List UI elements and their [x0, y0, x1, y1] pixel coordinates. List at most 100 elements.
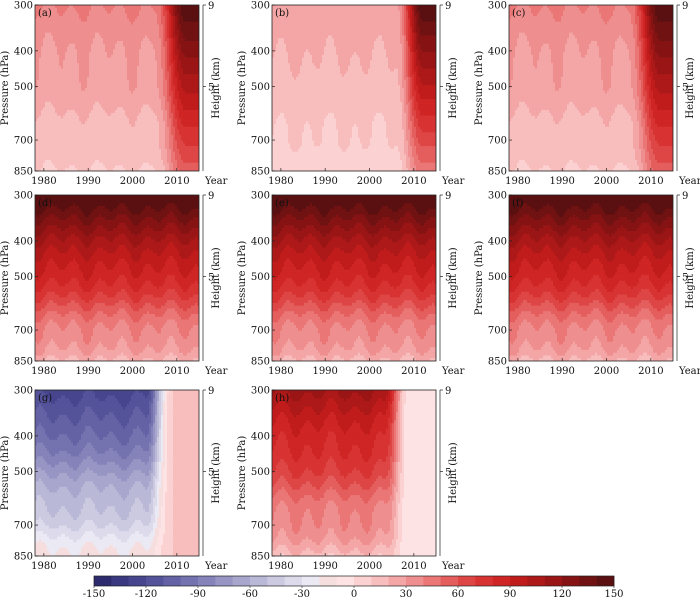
colorbar-tick-label: 0 [351, 589, 357, 600]
colorbar-segment [336, 576, 355, 586]
x-tick-label: 2010 [164, 561, 189, 572]
x-tick-label: 2000 [594, 176, 619, 187]
colorbar-segment [319, 576, 337, 586]
colorbar-tick-label: -30 [294, 589, 310, 600]
height-axis-label: Height (km) [211, 247, 222, 308]
colorbar-segment [111, 576, 129, 586]
colorbar-segment [423, 576, 441, 586]
contour-field [509, 5, 673, 171]
colorbar-segment [146, 576, 164, 586]
height-tick-label: 5 [445, 82, 451, 93]
pressure-tick-label: 850 [251, 167, 270, 178]
pressure-tick-label: 700 [14, 136, 33, 147]
pressure-tick-label: 300 [488, 1, 507, 12]
pressure-tick-label: 850 [14, 167, 33, 178]
panel-label: (a) [38, 8, 52, 19]
x-tick-label: 1980 [31, 366, 56, 377]
x-tick-label: 1990 [312, 366, 337, 377]
x-axis-label: Year [678, 366, 700, 377]
colorbar-segment [371, 576, 389, 586]
x-tick-label: 2010 [401, 561, 426, 572]
panel-a: (a) 1980 1990 2000 2010 Year 300 400 500 700 850 Pr… [0, 1, 228, 188]
pressure-tick-label: 300 [251, 386, 270, 397]
pressure-tick-label: 850 [14, 357, 33, 368]
pressure-axis-label: Pressure (hPa) [0, 51, 11, 126]
pressure-tick-label: 300 [251, 1, 270, 12]
colorbar-segment [250, 576, 268, 586]
colorbar-segment [492, 576, 511, 586]
colorbar-segment [579, 576, 597, 586]
x-tick-label: 2010 [164, 366, 189, 377]
colorbar-segment [215, 576, 233, 586]
colorbar-tick-label: -90 [190, 589, 206, 600]
colorbar-segment [180, 576, 199, 586]
pressure-tick-label: 400 [251, 431, 270, 442]
x-tick-label: 2000 [357, 176, 382, 187]
x-tick-label: 2010 [401, 176, 426, 187]
panel-frame [271, 194, 437, 362]
colorbar-segment [232, 576, 251, 586]
x-tick-label: 2010 [638, 366, 663, 377]
pressure-tick-label: 300 [14, 191, 33, 202]
x-tick-label: 2000 [594, 366, 619, 377]
x-tick-label: 1980 [268, 366, 293, 377]
panel-frame [271, 4, 437, 172]
x-tick-label: 1990 [549, 366, 574, 377]
pressure-axis-label: Pressure (hPa) [237, 51, 248, 126]
panel-label: (h) [275, 393, 289, 404]
pressure-tick-label: 400 [488, 46, 507, 57]
x-axis-label: Year [441, 366, 465, 377]
pressure-tick-label: 400 [488, 236, 507, 247]
height-axis-label: Height (km) [685, 57, 696, 118]
panel-d: (d) 1980 1990 2000 2010 Year 300 400 500 700 850 Pr… [0, 191, 228, 378]
panel-f: (f) 1980 1990 2000 2010 Year 300 400 500 700 850 Pr… [474, 191, 700, 378]
contour-field [272, 390, 436, 556]
panel-label: (d) [38, 198, 52, 209]
x-axis-label: Year [678, 176, 700, 187]
panel-frame [508, 194, 674, 362]
colorbar-tick-label: -150 [83, 589, 105, 600]
colorbar-tick-label: 150 [604, 589, 623, 600]
height-tick-label: 9 [682, 191, 688, 202]
x-tick-label: 2010 [164, 176, 189, 187]
height-axis-label: Height (km) [448, 442, 459, 503]
pressure-tick-label: 400 [251, 46, 270, 57]
pressure-tick-label: 400 [14, 431, 33, 442]
pressure-tick-label: 300 [14, 386, 33, 397]
height-axis-label: Height (km) [211, 57, 222, 118]
pressure-tick-label: 300 [14, 1, 33, 12]
x-tick-label: 2000 [357, 366, 382, 377]
x-tick-label: 2000 [120, 176, 145, 187]
pressure-axis-label: Pressure (hPa) [237, 436, 248, 511]
pressure-tick-label: 850 [488, 167, 507, 178]
pressure-tick-label: 400 [251, 236, 270, 247]
pressure-tick-label: 850 [251, 357, 270, 368]
colorbar-tick-label: 120 [552, 589, 571, 600]
height-tick-label: 9 [445, 386, 451, 397]
panel-h: (h) 1980 1990 2000 2010 Year 300 400 500 700 850 Pr… [237, 386, 465, 573]
pressure-tick-label: 700 [251, 326, 270, 337]
pressure-tick-label: 700 [251, 136, 270, 147]
pressure-tick-label: 700 [14, 521, 33, 532]
pressure-tick-label: 500 [488, 82, 507, 93]
height-tick-label: 5 [445, 467, 451, 478]
pressure-tick-label: 500 [251, 467, 270, 478]
x-tick-label: 1980 [505, 176, 530, 187]
contour-field [35, 390, 199, 556]
pressure-tick-label: 700 [488, 326, 507, 337]
height-tick-label: 5 [208, 467, 214, 478]
height-axis-label: Height (km) [211, 442, 222, 503]
colorbar-segment [544, 576, 563, 586]
colorbar-segment [354, 576, 372, 586]
panel-label: (c) [512, 8, 526, 19]
pressure-tick-label: 700 [14, 326, 33, 337]
colorbar-segment [596, 576, 615, 586]
x-tick-label: 1990 [549, 176, 574, 187]
colorbar-segment [284, 576, 303, 586]
panel-e: (e) 1980 1990 2000 2010 Year 300 400 500 700 850 Pr… [237, 191, 465, 378]
contour-field [272, 5, 436, 171]
x-tick-label: 2010 [638, 176, 663, 187]
height-tick-label: 5 [208, 272, 214, 283]
colorbar-tick-label: -60 [242, 589, 258, 600]
